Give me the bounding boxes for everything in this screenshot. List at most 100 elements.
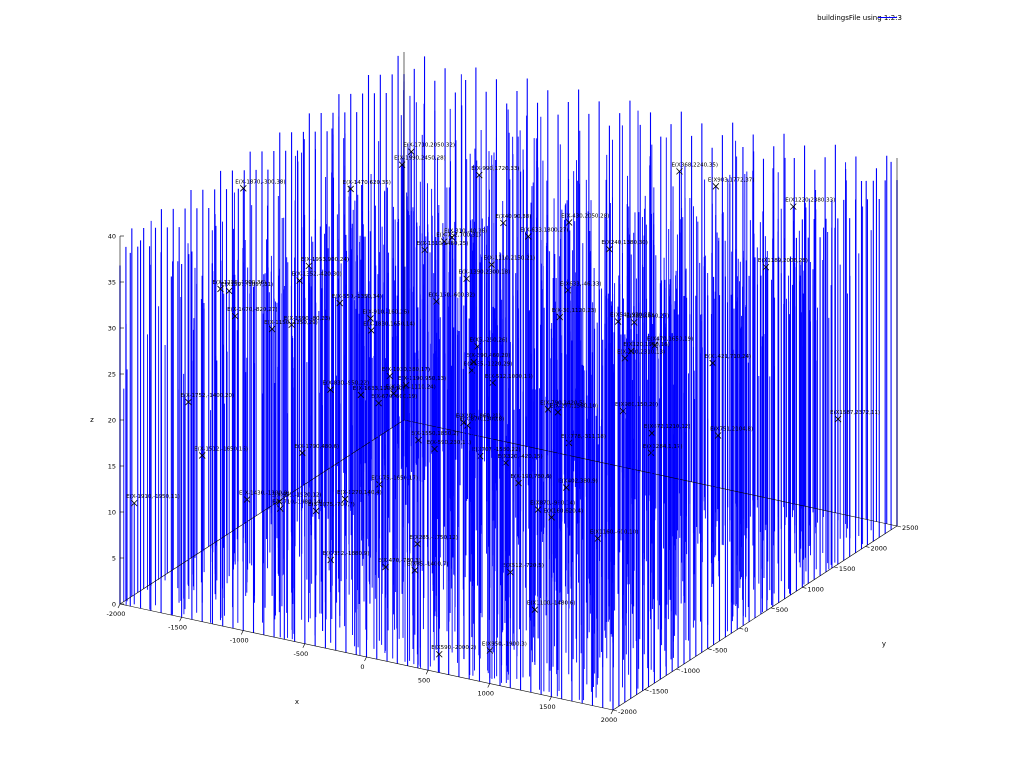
x-tick-mark [487,683,491,688]
point-marker-stroke [565,219,573,226]
point-label: E(X-870,1300,8) [460,416,505,422]
point-marker-stroke [475,171,483,179]
y-tick-label: -2000 [618,708,637,716]
point-marker-stroke [621,354,629,362]
point-marker-stroke [651,342,659,349]
point-marker-stroke [712,183,720,190]
point-label: E(X205,-860,21) [456,414,501,420]
point-marker-stroke [296,277,303,284]
box-floor-edge [612,525,898,711]
data-points: E(X1597,-1057,31) E(X1587,2372,11) E(X1421… [126,143,880,679]
x-axis-label: x [295,698,299,706]
point-marker [336,299,344,307]
point-marker [376,481,383,488]
point-marker-stroke [312,507,320,515]
point-marker [421,246,428,254]
point-marker [594,535,602,542]
point-marker-stroke [415,436,422,444]
point-marker-stroke [130,499,138,507]
point-label: E(X-1075,-700,7) [308,502,355,508]
point-label: E(X-352,-1880,9) [323,551,370,557]
point-marker-stroke [606,245,613,253]
point-marker-stroke [714,432,722,439]
point-marker-stroke [288,321,295,329]
point-label: E(X-633,1800,27) [520,227,568,233]
point-marker-stroke [390,390,397,397]
point-marker [500,219,507,227]
point-label: E(X870,-980,14) [530,501,575,507]
point-marker-stroke [398,161,406,168]
point-label: E(X950,-1900,3) [482,641,527,647]
point-marker [565,219,573,226]
x-tick-mark [549,696,552,701]
point-marker [448,234,456,241]
point-marker-stroke [544,406,552,413]
point-label: E(X-190,780,6) [511,474,552,480]
point-marker [464,422,471,429]
point-marker [548,514,555,521]
point-label: E(X633,-46,33) [560,281,602,287]
point-marker-stroke [440,238,448,245]
point-marker [507,568,514,576]
point-marker [296,277,303,284]
x-tick-mark [610,709,614,715]
point-marker-stroke [556,313,563,321]
point-marker-stroke [402,381,410,389]
y-tick-mark [676,668,681,671]
point-label: E(X-830,-950,22) [322,381,369,387]
point-label: E(X-670,-500,19) [371,394,418,400]
point-marker [368,327,375,334]
point-label: E(X-1190,950,13) [398,376,446,382]
point-label: E(X-1710,2050,32) [403,143,455,149]
point-marker-stroke [525,233,532,240]
point-label: E(X-1352,-420,30) [292,272,342,278]
point-marker-stroke [486,647,494,654]
point-label: E(X-430,2050,28) [561,213,609,219]
point-marker [564,286,572,294]
point-label: E(X541,930,25) [610,313,653,319]
point-marker [268,325,276,333]
point-marker [556,313,563,321]
point-marker-stroke [762,263,770,271]
point-marker-stroke [489,379,497,387]
point-marker [305,262,313,270]
x-tick-mark [240,630,244,635]
point-marker-stroke [476,452,484,460]
point-marker [651,342,659,349]
x-tick-mark [364,656,367,662]
point-label: E(X85,-1400,7) [407,561,449,567]
point-marker-stroke [408,148,415,155]
y-tick-label: 1500 [839,565,856,573]
point-label: E(X-1470,620,35) [343,180,391,186]
point-marker [621,354,629,362]
y-tick-label: 2500 [902,524,919,532]
point-marker-stroke [347,185,354,193]
x-tick-mark [179,617,182,622]
point-marker-stroke [435,650,443,658]
point-label: E(X1189,2006,28) [758,258,808,264]
point-marker [489,379,497,387]
point-label: E(X320,-420,15) [498,454,543,460]
point-label: E(X820,640,27) [626,313,669,319]
point-label: E(X590,-2000,2) [431,645,476,651]
point-label: E(X-550,-1350,34) [332,294,382,300]
point-label: E(X285,-1750,12) [409,535,458,541]
point-marker [240,185,247,192]
point-marker-stroke [464,422,471,429]
point-marker-stroke [305,262,313,270]
point-label: E(X1220,2380,33) [785,198,835,204]
point-marker-stroke [185,398,192,406]
x-tick-label: 2000 [601,716,618,724]
point-label: E(X-1830,1650,14) [363,321,415,327]
y-tick-label: -1000 [681,667,700,675]
point-marker [276,498,283,506]
point-marker-stroke [198,452,206,459]
point-label: E(X-1953,900,24) [301,257,349,263]
point-label: E(X-1870,-300,38) [235,179,285,185]
z-tick-label: 10 [108,509,116,517]
point-label: E(X-790,2420,5) [540,400,585,406]
y-tick-mark [612,709,618,712]
point-label: E(X-270,1560,10) [550,403,598,409]
y-tick-mark [833,566,838,569]
point-marker [476,452,484,460]
